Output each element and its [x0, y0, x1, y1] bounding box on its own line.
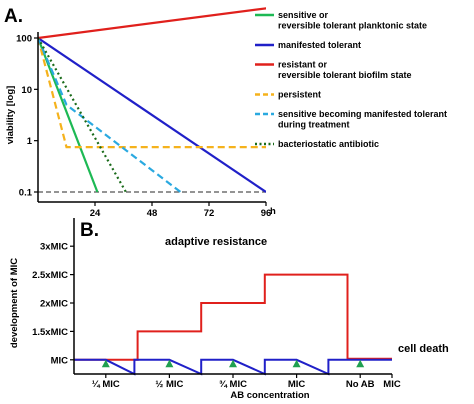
series-line-3 — [38, 7, 266, 40]
panel-b-x-axis-title: AB concentration — [230, 390, 309, 401]
x-tick-label: 96 — [261, 208, 272, 219]
legend-label-line: resistant or — [278, 60, 328, 70]
panel-a: A. viability [log] 0.1 1 10 100 24 48 72 96 h s… — [4, 6, 447, 219]
panel-b-axes — [70, 218, 393, 378]
triangle-marker — [229, 359, 237, 368]
x-tick-label: ½ MIC — [155, 379, 183, 390]
triangle-marker — [356, 359, 365, 368]
panel-a-label: A. — [4, 6, 23, 27]
y-tick-label: 3xMIC — [40, 242, 68, 253]
y-tick-label: 10 — [21, 85, 32, 96]
panel-a-y-axis-title: viability [log] — [5, 86, 16, 145]
panel-a-legend: sensitive or reversible tolerant plankton… — [255, 10, 447, 149]
legend-label-2: manifested tolerant — [278, 40, 361, 50]
panel-a-tick-labels: 0.1 1 10 100 24 48 72 96 — [16, 34, 271, 220]
panel-b-y-axis-title: development of MIC — [9, 258, 20, 348]
legend-label-1: sensitive or reversible tolerant plankton… — [278, 10, 427, 31]
annotation-cell-death: cell death — [398, 343, 449, 355]
x-tick-label: No AB — [346, 379, 375, 390]
legend-label-line: sensitive becoming manifested tolerant — [278, 109, 447, 119]
x-tick-label: 24 — [90, 208, 101, 219]
series-line-2 — [38, 37, 266, 193]
legend-label-line: bacteriostatic antibiotic — [278, 139, 379, 149]
panel-b-tick-labels: MIC 1.5xMIC 2xMIC 2.5xMIC 3xMIC ¼ MIC ½ MIC ¾ M… — [32, 242, 401, 390]
legend-label-line: during treatment — [278, 120, 350, 130]
mic-line-2 — [74, 358, 392, 376]
legend-label-line: sensitive or — [278, 10, 329, 20]
y-tick-label: MIC — [51, 355, 69, 366]
triangle-marker — [101, 359, 110, 368]
series-line-4 — [38, 37, 266, 149]
x-tick-label: ¼ MIC — [92, 379, 120, 390]
legend-label-line: reversible tolerant biofilm state — [278, 70, 412, 80]
legend-label-6: bacteriostatic antibiotic — [278, 139, 379, 149]
panel-b: B. development of MIC MIC 1.5xMIC 2xMIC 2.5… — [9, 218, 449, 401]
triangle-marker — [292, 359, 301, 368]
legend-label-5: sensitive becoming manifested tolerant du… — [278, 109, 447, 130]
annotation-adaptive-resistance: adaptive resistance — [165, 236, 267, 248]
legend-label-4: persistent — [278, 90, 321, 100]
y-tick-label: 2.5xMIC — [32, 270, 68, 281]
y-tick-label: 1.5xMIC — [32, 327, 68, 338]
legend-label-line: persistent — [278, 90, 321, 100]
x-tick-label: ¾ MIC — [219, 379, 247, 390]
y-tick-label: 2xMIC — [40, 299, 68, 310]
panel-a-axes — [34, 32, 267, 206]
x-tick-label: 48 — [147, 208, 158, 219]
panel-a-plot-area — [38, 7, 266, 193]
x-tick-label: MIC — [383, 379, 401, 390]
panel-b-plot-area — [74, 273, 392, 376]
legend-label-3: resistant or reversible tolerant biofilm … — [278, 60, 412, 81]
mic-line-1 — [74, 273, 392, 361]
panel-a-x-axis-title: h — [270, 206, 276, 217]
x-tick-label: 72 — [204, 208, 215, 219]
legend-label-line: manifested tolerant — [278, 40, 361, 50]
panel-b-label: B. — [80, 220, 99, 241]
y-tick-label: 1 — [27, 136, 33, 147]
series-line-6 — [38, 37, 127, 193]
y-tick-label: 0.1 — [19, 188, 33, 199]
triangle-marker — [165, 359, 174, 368]
y-tick-label: 100 — [16, 34, 32, 45]
series-line-5 — [38, 37, 182, 193]
legend-label-line: reversible tolerant planktonic state — [278, 21, 427, 31]
x-tick-label: MIC — [288, 379, 306, 390]
